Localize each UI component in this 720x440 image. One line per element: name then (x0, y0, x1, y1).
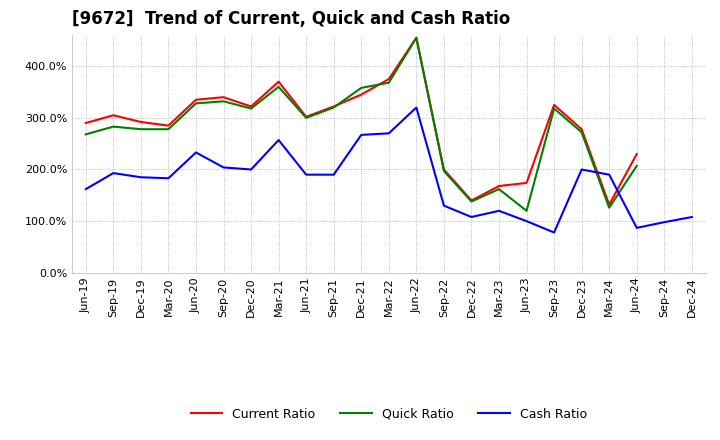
Quick Ratio (81, 132, 90, 137)
Cash Ratio (109, 170, 117, 176)
Current Ratio (302, 114, 310, 119)
Cash Ratio (219, 165, 228, 170)
Cash Ratio (247, 167, 256, 172)
Quick Ratio (357, 85, 366, 91)
Cash Ratio (440, 203, 449, 208)
Quick Ratio (495, 187, 503, 192)
Cash Ratio (467, 214, 476, 220)
Cash Ratio (357, 132, 366, 138)
Current Ratio (137, 119, 145, 125)
Current Ratio (274, 79, 283, 84)
Quick Ratio (440, 169, 449, 174)
Cash Ratio (329, 172, 338, 177)
Cash Ratio (660, 220, 669, 225)
Quick Ratio (632, 163, 641, 169)
Current Ratio (384, 77, 393, 82)
Cash Ratio (522, 219, 531, 224)
Cash Ratio (384, 131, 393, 136)
Line: Current Ratio: Current Ratio (86, 38, 636, 205)
Quick Ratio (577, 130, 586, 135)
Cash Ratio (192, 150, 200, 155)
Current Ratio (577, 127, 586, 132)
Current Ratio (357, 92, 366, 97)
Quick Ratio (605, 205, 613, 210)
Cash Ratio (632, 225, 641, 231)
Current Ratio (329, 104, 338, 109)
Cash Ratio (688, 214, 696, 220)
Current Ratio (109, 113, 117, 118)
Cash Ratio (302, 172, 310, 177)
Cash Ratio (495, 208, 503, 213)
Quick Ratio (522, 208, 531, 213)
Cash Ratio (550, 230, 559, 235)
Current Ratio (467, 198, 476, 203)
Quick Ratio (384, 80, 393, 85)
Current Ratio (605, 202, 613, 207)
Quick Ratio (302, 115, 310, 121)
Legend: Current Ratio, Quick Ratio, Cash Ratio: Current Ratio, Quick Ratio, Cash Ratio (186, 403, 592, 425)
Text: [9672]  Trend of Current, Quick and Cash Ratio: [9672] Trend of Current, Quick and Cash … (72, 10, 510, 28)
Quick Ratio (550, 106, 559, 111)
Quick Ratio (137, 127, 145, 132)
Quick Ratio (219, 99, 228, 104)
Current Ratio (81, 121, 90, 126)
Current Ratio (247, 104, 256, 109)
Quick Ratio (192, 101, 200, 106)
Current Ratio (495, 183, 503, 189)
Cash Ratio (164, 176, 173, 181)
Cash Ratio (81, 187, 90, 192)
Quick Ratio (247, 106, 256, 111)
Quick Ratio (109, 124, 117, 129)
Quick Ratio (467, 199, 476, 204)
Quick Ratio (164, 127, 173, 132)
Current Ratio (412, 35, 420, 40)
Current Ratio (164, 123, 173, 128)
Current Ratio (440, 167, 449, 172)
Current Ratio (522, 180, 531, 186)
Cash Ratio (412, 105, 420, 110)
Cash Ratio (137, 175, 145, 180)
Current Ratio (550, 102, 559, 107)
Current Ratio (219, 95, 228, 100)
Current Ratio (192, 97, 200, 103)
Quick Ratio (274, 84, 283, 89)
Line: Cash Ratio: Cash Ratio (86, 107, 692, 232)
Cash Ratio (274, 137, 283, 143)
Quick Ratio (329, 105, 338, 110)
Line: Quick Ratio: Quick Ratio (86, 38, 636, 211)
Cash Ratio (577, 167, 586, 172)
Cash Ratio (605, 172, 613, 177)
Current Ratio (632, 151, 641, 157)
Quick Ratio (412, 35, 420, 40)
